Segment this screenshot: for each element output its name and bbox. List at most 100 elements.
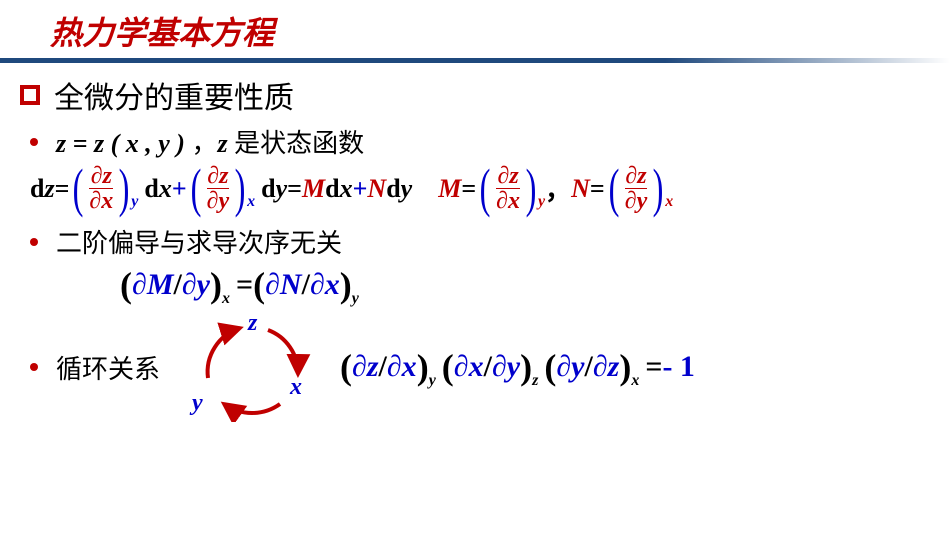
eq3-subz: z: [532, 372, 538, 390]
point3-text: 循环关系: [56, 349, 160, 386]
section-heading-row: 全微分的重要性质: [20, 73, 930, 117]
defs-paren2: ( ∂z ∂y ) x: [605, 164, 673, 213]
defs-frac1: ∂z ∂x: [496, 164, 520, 213]
point1-eq: =: [66, 129, 94, 158]
eq1-x2: x: [340, 174, 353, 204]
eq2-pN: ∂N: [265, 268, 302, 302]
eq1-rp1: ): [119, 167, 130, 210]
eq2-lp1: (: [120, 264, 132, 306]
eq2-py: ∂y: [182, 268, 210, 302]
eq3-py2: ∂y: [556, 350, 584, 384]
eq2-rp1: ): [210, 264, 222, 306]
point1-tail: 是状态函数: [228, 129, 365, 158]
eq1-paren1: ( ∂z ∂x ) y: [69, 164, 138, 213]
eq2-rp2: ): [340, 264, 352, 306]
defs-comma: ，: [545, 170, 571, 207]
eq1-plus1: +: [172, 174, 187, 204]
eq2-sl2: /: [302, 268, 310, 302]
defs-rp1: ): [526, 167, 537, 210]
eq1-x1: x: [159, 174, 172, 204]
point2-row: 二阶偏导与求导次序无关: [20, 223, 930, 260]
eq1-frac1: ∂z ∂x: [89, 164, 113, 213]
eq3-rp3: ): [619, 346, 631, 388]
eq3-rp2: ): [520, 346, 532, 388]
dot-bullet-icon: [30, 363, 38, 371]
defs-suby: y: [538, 193, 545, 211]
eq2-eq: =: [236, 268, 253, 302]
eq3-sl1: /: [379, 350, 387, 384]
cycle-y: y: [192, 390, 203, 417]
eq3: ( ∂z / ∂x ) y ( ∂x / ∂y ) z ( ∂y / ∂z ) …: [340, 346, 695, 388]
eq1-d3: d: [261, 174, 275, 204]
eq1-suby1: y: [131, 193, 138, 211]
point3-row: 循环关系 z x y ( ∂z /: [20, 312, 930, 422]
eq1-d2: d: [144, 174, 158, 204]
dot-bullet-icon: [30, 138, 38, 146]
eq1-N: N: [367, 174, 386, 204]
point1-sep: ，: [185, 129, 218, 158]
eq1-d4: d: [325, 174, 339, 204]
eq2-row: ( ∂M / ∂y ) x = ( ∂N / ∂x ) y: [120, 264, 930, 306]
eq1-lp2: (: [190, 167, 201, 210]
eq1-d5: d: [386, 174, 400, 204]
defs-lp1: (: [480, 167, 491, 210]
eq3-px1: ∂x: [387, 350, 417, 384]
cycle-z: z: [248, 310, 257, 337]
eq1-pz2: ∂z: [207, 164, 228, 188]
eq3-lp2: (: [442, 346, 454, 388]
eq1-y1: y: [276, 174, 288, 204]
eq1-lp1: (: [73, 167, 84, 210]
eq2-sl1: /: [174, 268, 182, 302]
eq1-M: M: [302, 174, 325, 204]
defs-eq1: =: [461, 174, 476, 204]
defs-N: N: [571, 174, 590, 204]
defs-rp2: ): [653, 167, 664, 210]
eq3-px2: ∂x: [454, 350, 484, 384]
eq2: ( ∂M / ∂y ) x = ( ∂N / ∂x ) y: [120, 264, 359, 306]
eq3-eq: =: [645, 350, 662, 384]
defs-px1: ∂x: [496, 188, 520, 213]
cycle-x: x: [290, 374, 302, 401]
defs-M: M: [438, 174, 461, 204]
eq1-paren2: ( ∂z ∂y ) x: [187, 164, 255, 213]
eq1: dz = ( ∂z ∂x ) y dx + ( ∂z ∂y ): [30, 164, 412, 213]
defs-py1: ∂y: [625, 188, 648, 213]
point1-row: z = z ( x , y ) ，z 是状态函数: [20, 123, 930, 160]
eq3-pz1: ∂z: [352, 350, 379, 384]
eq3-pz2: ∂z: [593, 350, 620, 384]
eq1-y2: y: [401, 174, 413, 204]
eq2-subx: x: [222, 290, 230, 308]
eq2-px: ∂x: [310, 268, 340, 302]
eq2-suby: y: [352, 290, 359, 308]
eq1-eq2: =: [287, 174, 302, 204]
defs: M = ( ∂z ∂x ) y ， N = ( ∂z ∂y ): [438, 164, 673, 213]
eq3-sl2: /: [484, 350, 492, 384]
defs-frac2: ∂z ∂y: [625, 164, 648, 213]
defs-subx: x: [665, 193, 673, 211]
defs-lp2: (: [608, 167, 619, 210]
eq2-lp2: (: [253, 264, 265, 306]
eq1-py1: ∂y: [207, 188, 230, 213]
eq3-rhs: - 1: [662, 350, 695, 384]
eq1-eq: =: [55, 174, 70, 204]
content-section: 全微分的重要性质 z = z ( x , y ) ，z 是状态函数 dz = (…: [0, 63, 950, 422]
point2-text: 二阶偏导与求导次序无关: [56, 223, 342, 260]
section-heading: 全微分的重要性质: [54, 73, 294, 117]
point1-text: z = z ( x , y ) ，z 是状态函数: [56, 123, 364, 160]
defs-paren1: ( ∂z ∂x ) y: [476, 164, 545, 213]
eq3-sl3: /: [584, 350, 592, 384]
eq3-suby: y: [429, 372, 436, 390]
eq3-subx: x: [631, 372, 639, 390]
eq1-frac2: ∂z ∂y: [207, 164, 230, 213]
eq1-rp2: ): [235, 167, 246, 210]
eq2-pM: ∂M: [132, 268, 174, 302]
cycle-diagram: z x y: [190, 312, 320, 422]
eq3-py1: ∂y: [492, 350, 520, 384]
title-bar: 热力学基本方程: [0, 0, 950, 58]
point1-z2: z: [217, 129, 227, 158]
point1-z1: z: [56, 129, 66, 158]
eq1-z: z: [44, 174, 54, 204]
eq1-d1: d: [30, 174, 44, 204]
dot-bullet-icon: [30, 238, 38, 246]
eq3-lp1: (: [340, 346, 352, 388]
